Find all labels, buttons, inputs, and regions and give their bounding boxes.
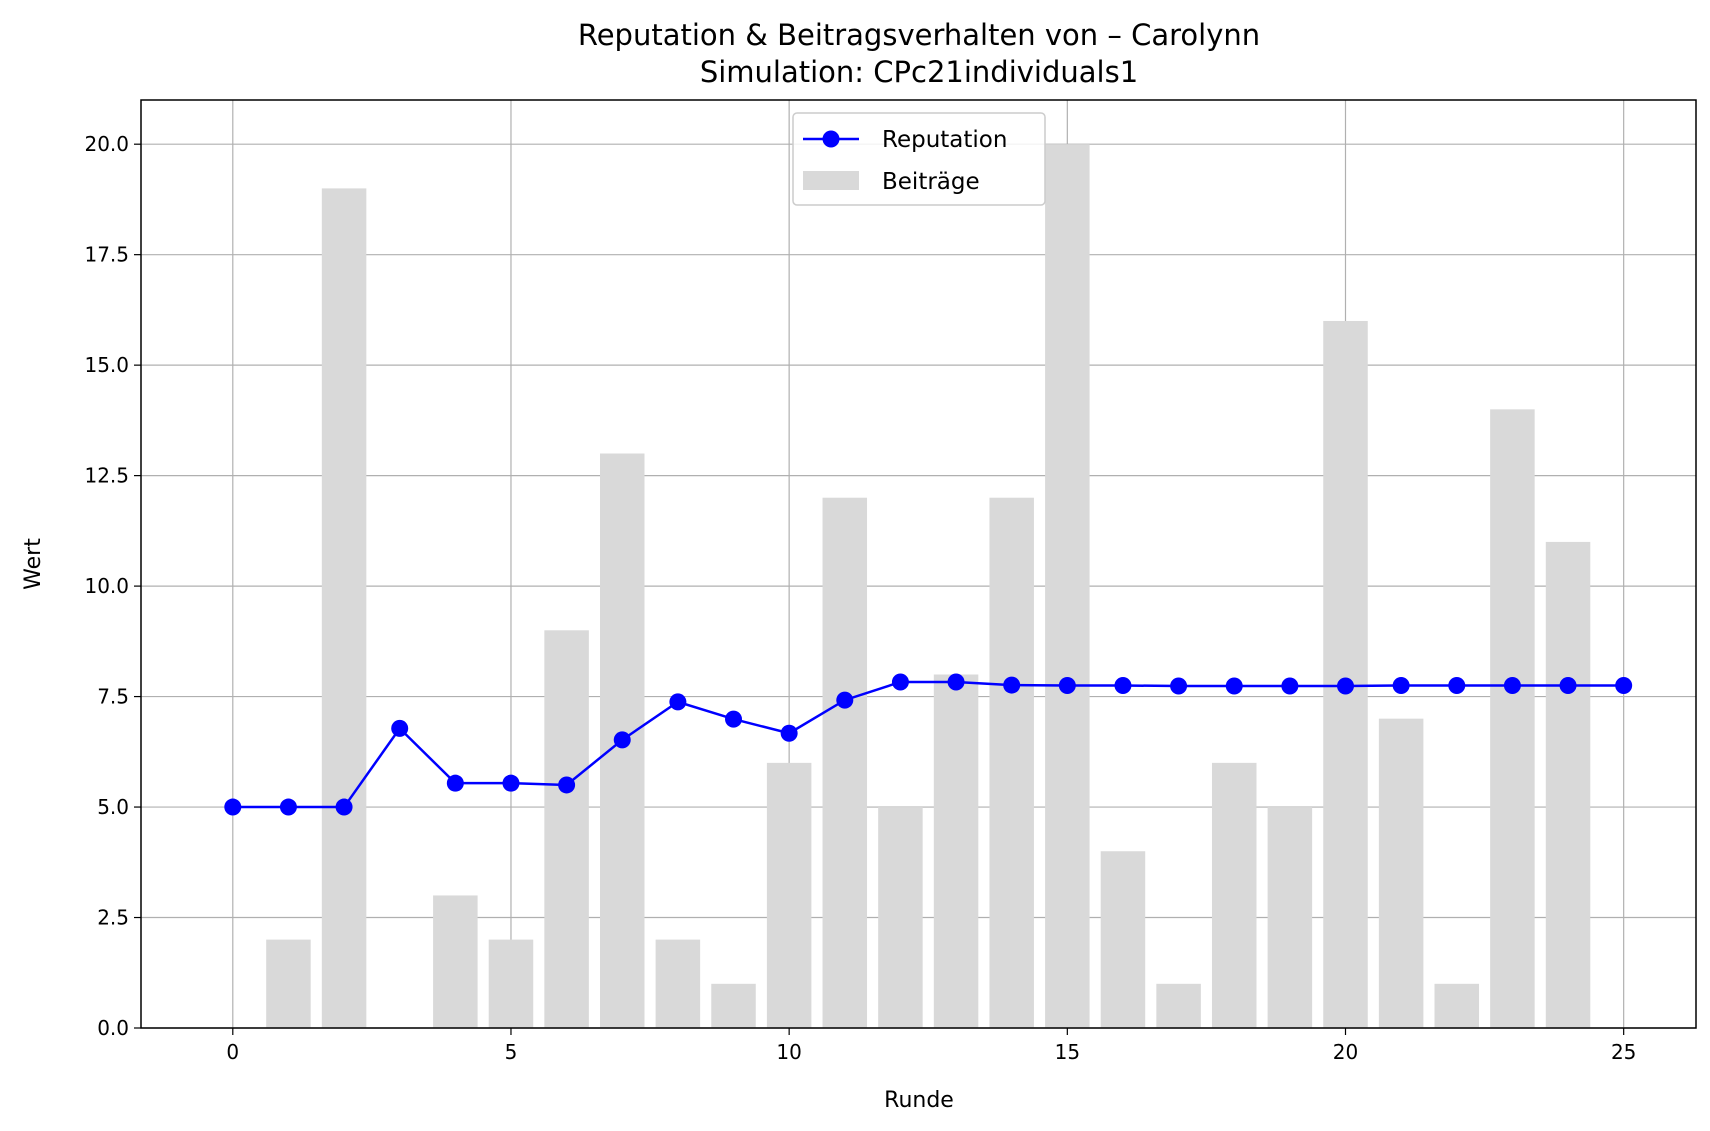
bar-beitrag [1490, 409, 1535, 1028]
reputation-point [1336, 677, 1354, 695]
y-tick-label: 17.5 [84, 243, 129, 267]
legend: Reputation Beiträge [792, 112, 1046, 206]
reputation-point [558, 776, 576, 794]
reputation-point [725, 710, 743, 728]
reputation-point [947, 673, 965, 691]
bar-beitrag [933, 674, 979, 1028]
bar-beitrag [766, 762, 812, 1028]
bar-beitrag [878, 807, 923, 1028]
reputation-point [1503, 677, 1521, 695]
bar-beitrag [1156, 983, 1201, 1028]
chart-subtitle: Simulation: CPc21individuals1 [700, 55, 1138, 89]
y-tick-label: 0.0 [97, 1016, 129, 1040]
chart-title: Reputation & Beitragsverhalten von – Car… [578, 18, 1260, 52]
x-tick-label: 5 [505, 1040, 518, 1064]
y-tick-label: 7.5 [97, 685, 129, 709]
reputation-point [1281, 677, 1299, 695]
x-tick-label: 15 [1055, 1040, 1080, 1064]
reputation-point [836, 691, 854, 709]
reputation-point [224, 798, 242, 816]
y-axis-label: Wert [21, 538, 46, 590]
reputation-point [335, 798, 353, 816]
reputation-point [446, 774, 464, 792]
reputation-point [1003, 676, 1021, 694]
bar-beitrag [1045, 144, 1090, 1028]
reputation-point [1448, 677, 1466, 695]
legend-marker-swatch [822, 130, 840, 148]
bar-beitrag [655, 939, 701, 1028]
reputation-point [502, 774, 520, 792]
y-tick-label: 20.0 [84, 132, 129, 156]
legend-bar-swatch [803, 171, 859, 190]
bar-beitrag [1323, 320, 1368, 1028]
y-tick-label: 5.0 [97, 795, 129, 819]
bar-beitrag [321, 188, 367, 1028]
reputation-point [1114, 677, 1132, 695]
plot-frame [140, 99, 1697, 1029]
bar-beitrag [266, 939, 311, 1028]
y-tick-label: 12.5 [84, 464, 129, 488]
bar-beitrag [488, 939, 534, 1028]
reputation-point [1058, 677, 1076, 695]
bar-beitrag [711, 983, 756, 1028]
y-tick-label: 15.0 [84, 353, 129, 377]
reputation-point [891, 673, 909, 691]
bar-beitrag [1378, 718, 1424, 1028]
reputation-point [1392, 677, 1410, 695]
y-tick-label: 2.5 [97, 906, 129, 930]
bar-beitrag [1434, 983, 1480, 1028]
bar-beitrag [1100, 851, 1146, 1028]
bar-beitrag [433, 895, 478, 1028]
reputation-point [613, 731, 631, 749]
x-axis-label: Runde [884, 1088, 954, 1113]
y-tick-label: 10.0 [84, 574, 129, 598]
reputation-point [669, 693, 687, 711]
reputation-point [780, 724, 798, 742]
reputation-point [391, 719, 409, 737]
legend-label-reputation: Reputation [882, 127, 1007, 153]
x-tick-label: 25 [1611, 1040, 1636, 1064]
reputation-line [224, 673, 1633, 816]
reputation-point [279, 798, 297, 816]
x-tick-label: 0 [226, 1040, 239, 1064]
reputation-polyline [232, 680, 1624, 809]
reputation-point [1170, 677, 1188, 695]
bar-beitrag [989, 497, 1034, 1028]
x-tick-label: 20 [1333, 1040, 1358, 1064]
x-tick-label: 10 [776, 1040, 801, 1064]
reputation-point [1615, 677, 1633, 695]
reputation-point [1559, 677, 1577, 695]
legend-label-beitraege: Beiträge [882, 169, 980, 195]
bar-beitrag [822, 497, 868, 1028]
bar-beitrag [544, 630, 589, 1028]
bars [266, 144, 1591, 1028]
x-axis-ticks: 0 5 10 15 20 25 [226, 1028, 1636, 1064]
reputation-point [1225, 677, 1243, 695]
y-axis-ticks: 0.0 2.5 5.0 7.5 10.0 12.5 15.0 17.5 20.0 [84, 132, 141, 1040]
bar-beitrag [1545, 541, 1591, 1028]
bar-beitrag [1211, 762, 1257, 1028]
bar-beitrag [1267, 807, 1313, 1028]
